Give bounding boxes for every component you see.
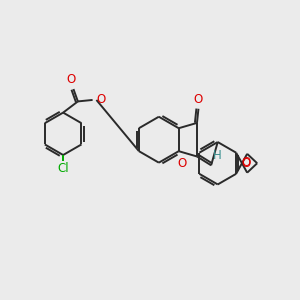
- Text: O: O: [242, 157, 250, 170]
- Text: O: O: [194, 92, 203, 106]
- Text: H: H: [213, 149, 222, 162]
- Text: O: O: [96, 93, 105, 106]
- Text: Cl: Cl: [57, 162, 69, 175]
- Text: O: O: [177, 157, 186, 170]
- Text: O: O: [67, 73, 76, 86]
- Text: O: O: [242, 156, 250, 169]
